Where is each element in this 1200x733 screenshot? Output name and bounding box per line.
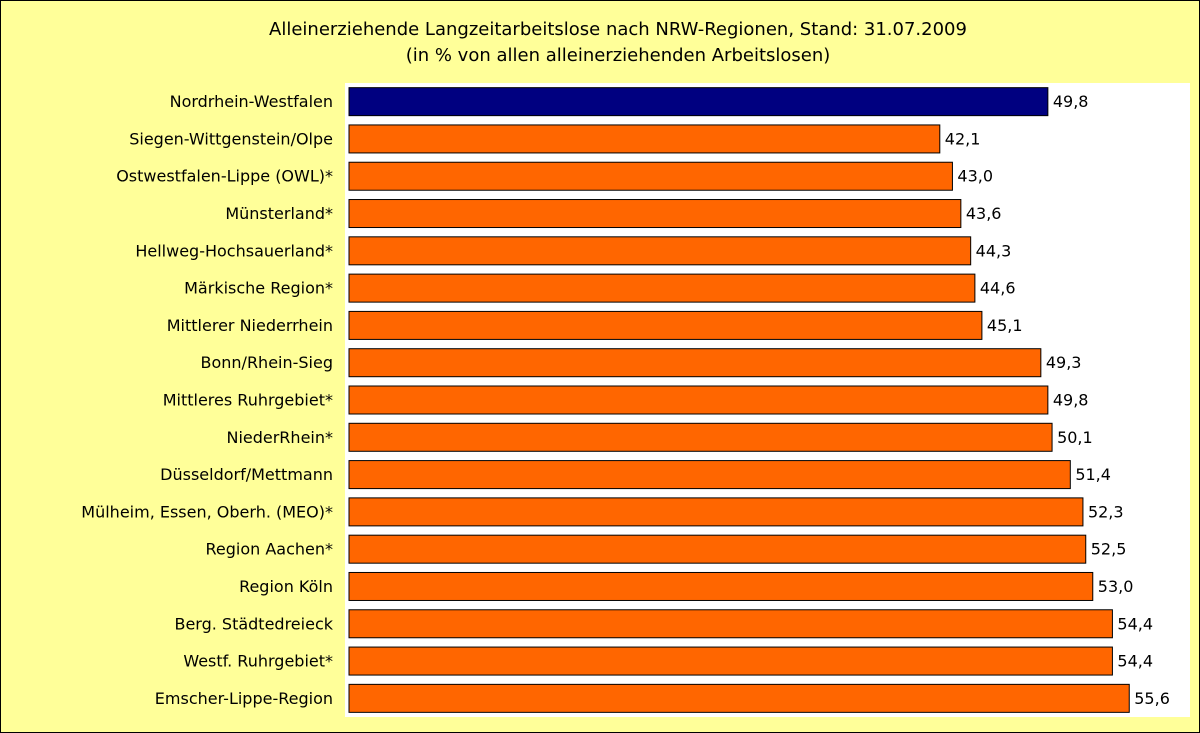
bar: [348, 273, 976, 303]
bar: [348, 199, 962, 229]
value-label: 55,6: [1134, 689, 1170, 708]
bar: [348, 161, 953, 191]
category-label: Region Aachen*: [205, 540, 333, 559]
bar: [348, 646, 1113, 676]
category-label: Mittlerer Niederrhein: [167, 316, 333, 335]
category-label: Märkische Region*: [184, 279, 333, 298]
category-label: Hellweg-Hochsauerland*: [135, 241, 333, 260]
chart-subtitle: (in % von allen alleinerziehenden Arbeit…: [406, 45, 831, 66]
value-label: 49,8: [1053, 92, 1089, 111]
value-label: 49,8: [1053, 391, 1089, 410]
bar: [348, 348, 1042, 378]
category-label: Westf. Ruhrgebiet*: [183, 652, 333, 671]
category-label: Münsterland*: [225, 204, 333, 223]
category-label: Ostwestfalen-Lippe (OWL)*: [116, 167, 333, 186]
value-label: 54,4: [1117, 614, 1153, 633]
category-label: Mülheim, Essen, Oberh. (MEO)*: [81, 502, 333, 521]
category-label: Berg. Städtedreieck: [174, 614, 333, 633]
value-label: 52,3: [1088, 502, 1124, 521]
value-label: 44,3: [976, 241, 1012, 260]
bar: [348, 534, 1087, 564]
category-label: Mittleres Ruhrgebiet*: [163, 391, 333, 410]
bar: [348, 497, 1084, 527]
value-label: 52,5: [1091, 540, 1127, 559]
value-label: 54,4: [1117, 652, 1153, 671]
category-label: Nordrhein-Westfalen: [170, 92, 333, 111]
chart-title: Alleinerziehende Langzeitarbeitslose nac…: [269, 19, 967, 40]
value-label: 43,0: [957, 167, 993, 186]
value-label: 51,4: [1075, 465, 1111, 484]
bar: [348, 310, 983, 340]
value-label: 50,1: [1057, 428, 1093, 447]
bar: [348, 236, 972, 266]
bar: [348, 571, 1094, 601]
value-label: 53,0: [1098, 577, 1134, 596]
category-label: Bonn/Rhein-Sieg: [201, 353, 334, 372]
value-label: 42,1: [945, 129, 981, 148]
category-label: Düsseldorf/Mettmann: [160, 465, 333, 484]
bar: [348, 385, 1049, 415]
bar: [348, 422, 1053, 452]
bar: [348, 460, 1071, 490]
bar: [348, 124, 941, 154]
value-label: 43,6: [966, 204, 1002, 223]
bar: [348, 683, 1130, 713]
value-label: 44,6: [980, 279, 1016, 298]
bar: [348, 87, 1049, 117]
category-label: NiederRhein*: [226, 428, 333, 447]
category-label: Siegen-Wittgenstein/Olpe: [129, 129, 333, 148]
bar: [348, 609, 1113, 639]
value-label: 49,3: [1046, 353, 1082, 372]
category-label: Region Köln: [239, 577, 333, 596]
value-label: 45,1: [987, 316, 1023, 335]
category-label: Emscher-Lippe-Region: [155, 689, 333, 708]
